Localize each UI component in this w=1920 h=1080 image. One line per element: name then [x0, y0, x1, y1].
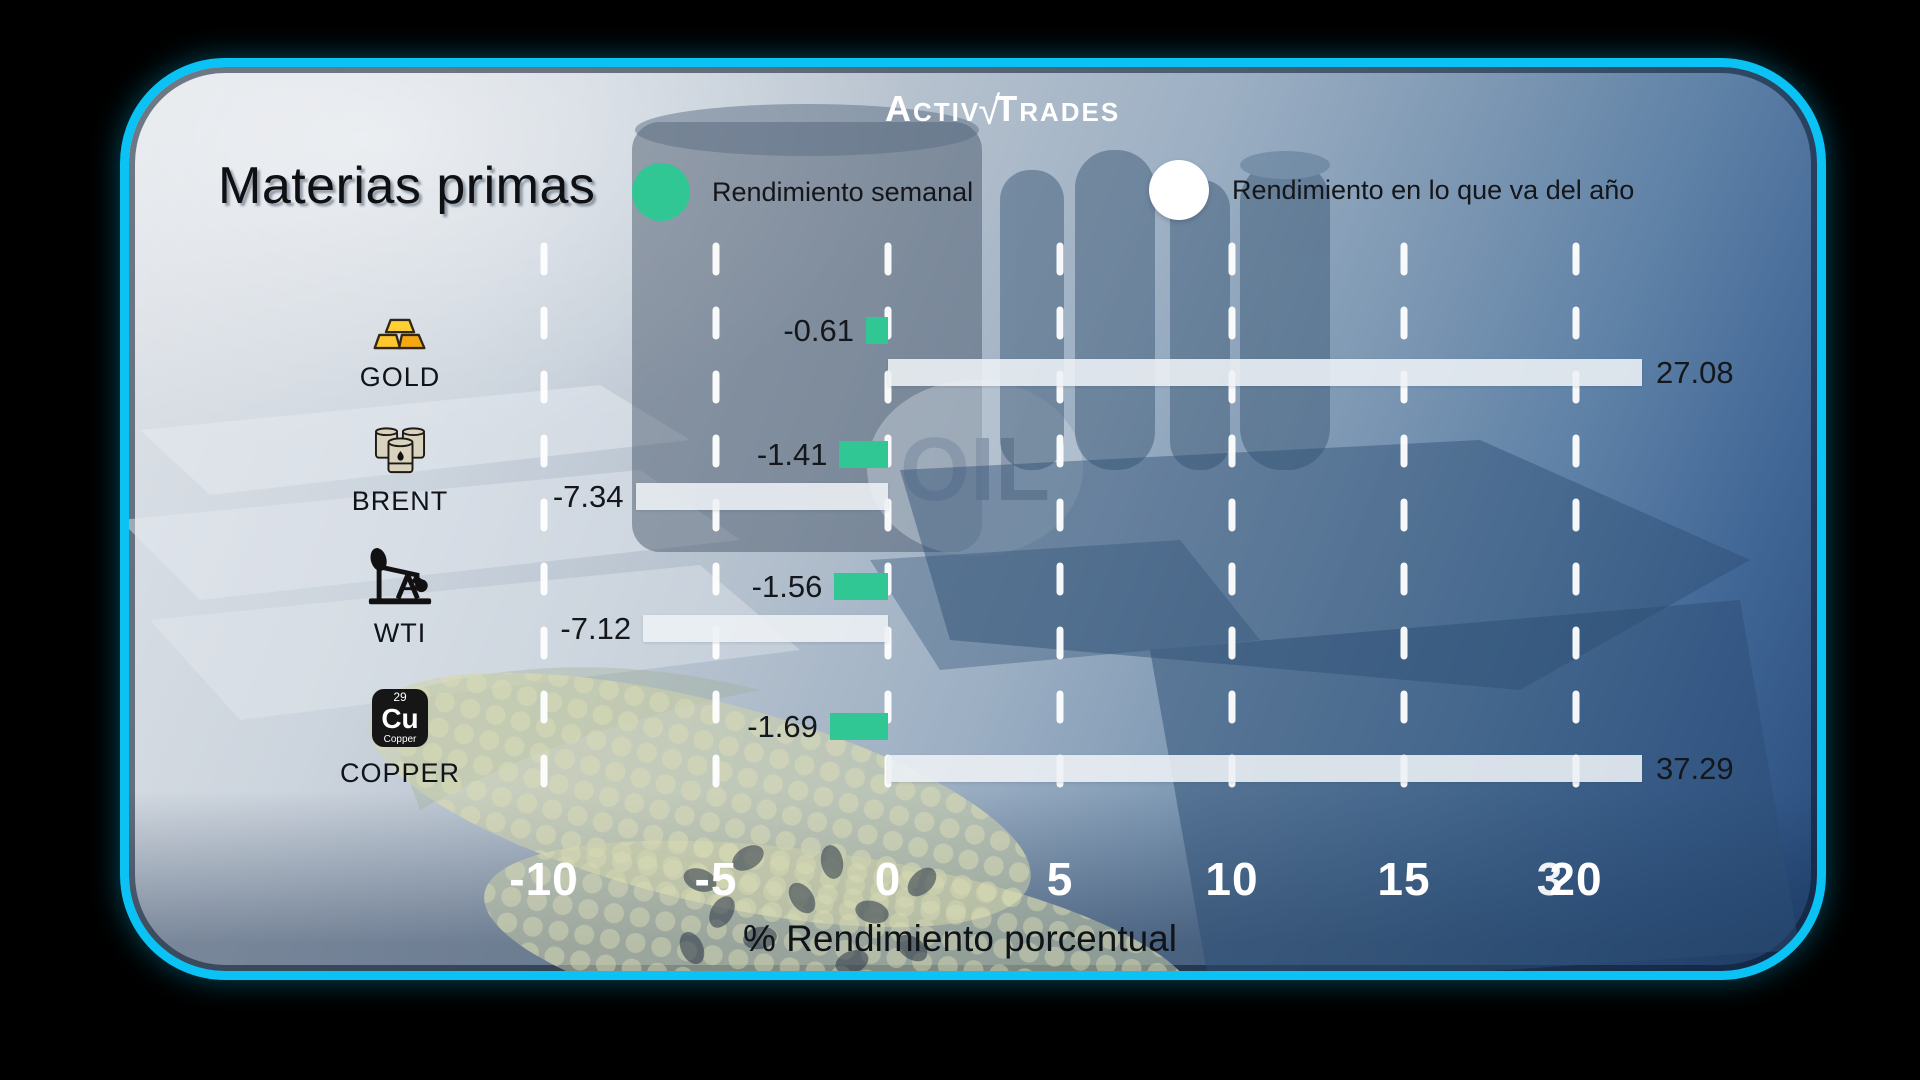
ytd-bar [643, 615, 888, 642]
ytd-value-label: -7.34 [552, 479, 624, 514]
activtrades-logo: ACTIV√TRADES [885, 86, 1121, 133]
copper-element-box: 29 Cu Copper [372, 689, 428, 747]
logo-text: CTIV [913, 97, 981, 127]
oil-barrels-icon [340, 413, 460, 475]
logo-text: T [995, 88, 1020, 129]
weekly-bar [866, 317, 888, 344]
bg-corn-cobs [369, 667, 1196, 971]
weekly-value-label: -0.61 [783, 313, 854, 348]
weekly-legend-label: Rendimiento semanal [712, 177, 974, 207]
ytd-value-label: 37.29 [1656, 751, 1734, 786]
ytd-bar [635, 483, 888, 510]
bg-copper-pipes [1000, 150, 1330, 470]
x-axis-title: % Rendimiento porcentual [743, 918, 1177, 959]
x-tick-label: -10 [509, 853, 579, 905]
weekly-value-label: -1.41 [756, 437, 828, 472]
logo-checkmark-icon: √ [978, 89, 1003, 133]
weekly-bar [829, 713, 888, 740]
bg-oil-barrel: OIL [632, 104, 1083, 556]
bg-coffee-beans [679, 845, 937, 971]
row-brent: BRENT -1.41 -7.34 [0, 427, 1920, 521]
card-background: OIL [120, 58, 1826, 980]
x-tick-label: 20 [1549, 853, 1603, 905]
category-label: GOLD [359, 362, 441, 392]
logo-text: A [885, 88, 913, 129]
oil-pumpjack-icon [340, 545, 460, 607]
row-copper: 29 Cu Copper COPPER -1.69 37.29 [0, 689, 1920, 793]
row-wti: WTI -1.56 -7.12 [0, 548, 1920, 653]
category-label: COPPER [339, 758, 461, 788]
ytd-value-label: -7.12 [560, 611, 632, 646]
bg-metal-ingots [870, 440, 1800, 971]
x-tick-label: 0 [874, 853, 902, 905]
x-tick-label: -5 [694, 853, 738, 905]
ytd-legend-label: Rendimiento en lo que va del año [1232, 175, 1635, 205]
logo-text: RADES [1019, 97, 1121, 127]
element-number: 29 [393, 690, 407, 704]
weekly-value-label: -1.56 [751, 569, 823, 604]
category-label: WTI [373, 618, 427, 648]
weekly-bar [839, 441, 888, 468]
x-tick-label: 10 [1205, 853, 1259, 905]
bg-oil-text: OIL [900, 420, 1050, 520]
x-tick-label: 15 [1377, 853, 1431, 905]
background-collage: OIL [129, 104, 1800, 971]
x-tick-label: 5 [1046, 853, 1074, 905]
element-name: Copper [383, 734, 417, 745]
weekly-bar [834, 573, 888, 600]
page-title: Materias primas [218, 157, 596, 215]
category-label: BRENT [351, 486, 449, 516]
ytd-legend-dot [1149, 160, 1209, 220]
x-tick-overlap-label: 3 [1536, 853, 1564, 905]
weekly-value-label: -1.69 [747, 709, 818, 744]
element-symbol: Cu [381, 703, 419, 734]
ytd-value-label: 27.08 [1656, 355, 1734, 390]
ytd-bar [888, 755, 1642, 782]
row-gold: GOLD -0.61 27.08 [0, 313, 1920, 397]
ytd-bar [888, 359, 1642, 386]
weekly-legend-dot [632, 163, 690, 221]
gold-bars-icon [340, 289, 460, 351]
copper-element-icon: 29 Cu Copper [340, 685, 460, 747]
